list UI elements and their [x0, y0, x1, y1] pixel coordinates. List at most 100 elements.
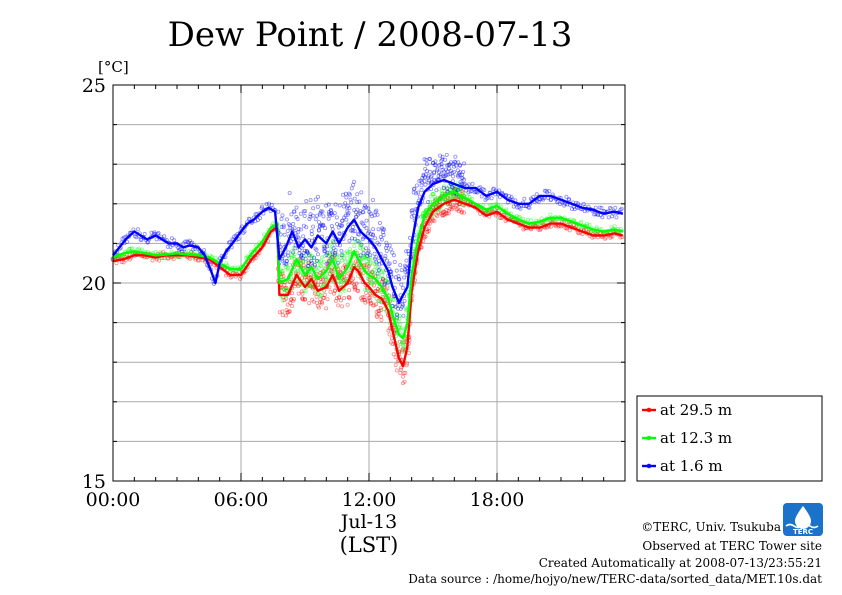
data-point	[289, 297, 294, 302]
data-point	[285, 310, 290, 315]
data-point	[579, 220, 584, 225]
data-point	[419, 178, 424, 183]
data-point	[347, 288, 352, 293]
data-point	[339, 253, 344, 258]
data-point	[295, 235, 300, 240]
data-point	[439, 158, 444, 163]
data-point	[264, 202, 269, 207]
data-point	[308, 262, 313, 267]
legend-symbol	[642, 463, 656, 469]
data-point	[393, 304, 398, 309]
data-point	[564, 194, 569, 199]
data-point	[328, 208, 333, 213]
data-point	[525, 217, 530, 222]
data-point	[308, 272, 313, 277]
data-point	[426, 180, 431, 185]
data-point	[287, 280, 292, 285]
data-point	[467, 195, 472, 200]
data-point	[446, 163, 451, 168]
data-point	[258, 216, 263, 221]
data-point	[362, 255, 367, 260]
data-point	[311, 206, 316, 211]
x-tick-label: 00:00	[86, 489, 141, 511]
data-point	[330, 250, 335, 255]
data-point	[371, 232, 376, 237]
data-point	[370, 270, 375, 275]
data-point	[362, 262, 367, 267]
data-point	[294, 215, 299, 220]
data-point	[301, 223, 306, 228]
data-point	[401, 349, 406, 354]
data-point	[432, 195, 437, 200]
data-point	[285, 267, 290, 272]
data-point	[443, 157, 448, 162]
data-point	[346, 295, 351, 300]
data-point	[380, 230, 385, 235]
data-point	[293, 284, 298, 289]
water-drop-icon	[795, 506, 811, 529]
data-point	[576, 231, 581, 236]
data-point	[359, 242, 364, 247]
data-point	[327, 213, 332, 218]
data-point	[428, 199, 433, 204]
data-point	[310, 285, 315, 290]
data-point	[374, 208, 379, 213]
data-point	[433, 163, 438, 168]
data-point	[368, 262, 373, 267]
data-point	[315, 252, 320, 257]
data-point	[133, 234, 138, 239]
data-point	[314, 247, 319, 252]
data-point	[321, 295, 326, 300]
data-point	[380, 292, 385, 297]
data-point	[239, 224, 244, 229]
data-point	[186, 249, 191, 254]
data-point	[322, 249, 327, 254]
data-point	[344, 217, 349, 222]
data-point	[437, 163, 442, 168]
data-point	[346, 203, 351, 208]
data-point	[378, 288, 383, 293]
data-point	[383, 245, 388, 250]
data-point	[393, 362, 398, 367]
data-point	[397, 316, 402, 321]
data-point	[449, 205, 454, 210]
data-point	[359, 220, 364, 225]
data-point	[568, 222, 573, 227]
data-point	[360, 253, 365, 258]
data-point	[445, 169, 450, 174]
data-point	[420, 180, 425, 185]
data-point	[311, 255, 316, 260]
data-point	[325, 244, 330, 249]
data-point	[394, 316, 399, 321]
data-point	[298, 211, 303, 216]
data-point	[156, 258, 161, 263]
data-point	[521, 227, 526, 232]
data-point	[410, 210, 415, 215]
data-point	[335, 296, 340, 301]
data-point	[479, 194, 484, 199]
data-point	[379, 314, 384, 319]
data-point	[344, 249, 349, 254]
data-point	[330, 244, 335, 249]
data-point	[454, 203, 459, 208]
data-point	[364, 226, 369, 231]
data-point	[319, 222, 324, 227]
data-point	[341, 204, 346, 209]
data-point	[299, 252, 304, 257]
data-point	[224, 261, 229, 266]
data-point	[354, 262, 359, 267]
data-point	[365, 299, 370, 304]
data-point	[162, 234, 167, 239]
data-point	[394, 312, 399, 317]
data-point	[376, 227, 381, 232]
data-point	[295, 268, 300, 273]
data-point	[429, 219, 434, 224]
data-point	[296, 284, 301, 289]
data-point	[459, 181, 464, 186]
data-point	[380, 227, 385, 232]
data-point	[322, 245, 327, 250]
data-point	[499, 216, 504, 221]
data-point	[439, 191, 444, 196]
data-point	[450, 194, 455, 199]
data-point	[316, 283, 321, 288]
